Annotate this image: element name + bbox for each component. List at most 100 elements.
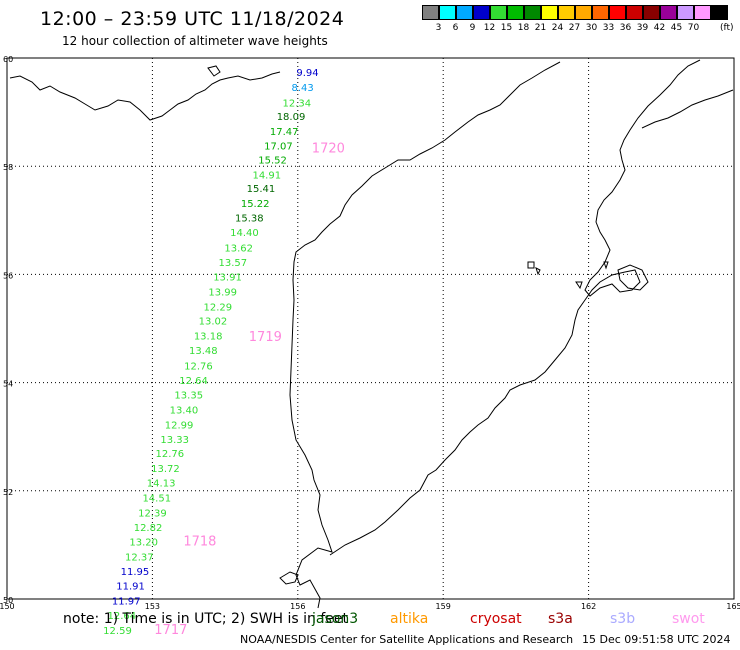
legend-swatch	[592, 5, 609, 20]
taui-island	[207, 65, 221, 77]
swh-value: 13.35	[174, 391, 203, 402]
page-subtitle: 12 hour collection of altimeter wave hei…	[62, 34, 328, 48]
satellite-cryosat: cryosat	[470, 611, 522, 627]
swh-value: 15.41	[247, 184, 276, 195]
satellite-altika: altika	[390, 611, 429, 627]
coastline	[9, 59, 734, 609]
legend-swatch	[524, 5, 541, 20]
time-mark: 1717	[154, 623, 187, 638]
swh-value: 9.94	[296, 68, 318, 79]
northern-shelf-coast	[9, 71, 281, 121]
lon-tick-label: 156	[290, 602, 305, 611]
swh-value: 13.33	[160, 435, 189, 446]
swh-value: 12.99	[165, 420, 194, 431]
satellite-s3b: s3b	[610, 611, 636, 627]
swh-value: 12.76	[156, 449, 185, 460]
swh-value: 8.43	[292, 83, 314, 94]
swh-value: 12.82	[134, 523, 163, 534]
swh-value: 12.29	[204, 302, 233, 313]
kamchatka-east-coast	[329, 59, 701, 556]
swh-value: 11.97	[112, 597, 141, 608]
legend-swatch	[626, 5, 643, 20]
legend-swatch	[575, 5, 592, 20]
map-frame	[6, 57, 735, 600]
swh-value: 15.52	[258, 156, 287, 167]
swh-value: 13.99	[208, 288, 237, 299]
swh-value: 12.34	[283, 98, 312, 109]
swh-value: 13.20	[129, 538, 158, 549]
swh-value: 13.48	[189, 346, 218, 357]
legend-swatch	[609, 5, 626, 20]
time-marks: 1720 1719 1718 1717	[154, 141, 345, 637]
islet-4	[603, 261, 609, 270]
lat-tick-label: 56	[3, 271, 13, 280]
legend-unit: (ft)	[720, 23, 734, 33]
longitude-labels: 150 153 156 159 162 165	[0, 602, 740, 611]
legend-level-label: 15	[500, 23, 513, 33]
lon-tick-label: 153	[145, 602, 160, 611]
islet-3	[575, 281, 583, 290]
satellite-jason3: jason3	[312, 611, 359, 627]
swh-value: 13.91	[213, 273, 242, 284]
lat-tick-label: 58	[3, 163, 13, 172]
legend-level-label: 45	[670, 23, 683, 33]
legend-level-label: 3	[435, 23, 442, 33]
kuril-island	[279, 571, 299, 585]
legend-level-label: 6	[452, 23, 459, 33]
lon-tick-label: 165	[726, 602, 740, 611]
legend-swatch	[456, 5, 473, 20]
swh-value: 15.22	[241, 199, 270, 210]
swh-value: 14.51	[142, 493, 171, 504]
swh-value: 12.39	[138, 508, 167, 519]
swh-value: 12.64	[108, 611, 137, 622]
legend-level-label: 24	[551, 23, 564, 33]
swh-value: 13.18	[194, 332, 223, 343]
lat-tick-label: 54	[3, 380, 13, 389]
swh-value: 11.95	[121, 567, 150, 578]
legend-swatch	[694, 5, 711, 20]
swh-value: 11.91	[116, 581, 145, 592]
swh-value: 13.72	[151, 464, 180, 475]
legend-level-label: 70	[687, 23, 700, 33]
swh-value: 12.37	[125, 552, 154, 563]
page-title: 12:00 – 23:59 UTC 11/18/2024	[40, 8, 345, 30]
legend-level-label: 39	[636, 23, 649, 33]
altimeter-track: 9.94 8.43 12.34 18.09 17.47 17.07 15.52 14.91 15…	[103, 68, 318, 637]
swh-value: 13.62	[224, 243, 253, 254]
swh-value: 13.02	[199, 316, 228, 327]
legend-level-label: 33	[602, 23, 615, 33]
swh-value: 14.40	[230, 228, 259, 239]
legend-swatch	[558, 5, 575, 20]
karaginsky-island	[617, 264, 649, 291]
swh-value: 14.13	[147, 479, 176, 490]
legend-swatch	[507, 5, 524, 20]
legend-level-label: 9	[469, 23, 476, 33]
legend-swatch	[473, 5, 490, 20]
legend-swatch	[422, 5, 439, 20]
legend-level-label: 12	[483, 23, 496, 33]
credit-line: NOAA/NESDIS Center for Satellite Applica…	[240, 633, 574, 646]
satellite-swot: swot	[672, 611, 705, 627]
lon-tick-label: 159	[436, 602, 451, 611]
swh-value: 17.47	[270, 127, 299, 138]
lat-tick-label: 60	[3, 55, 13, 64]
legend-swatch	[643, 5, 660, 20]
koryak-coast	[641, 89, 734, 129]
lon-tick-label: 162	[581, 602, 596, 611]
legend-level-label: 21	[534, 23, 547, 33]
islet-1	[527, 261, 535, 269]
latitude-labels: 60 58 56 54 52 50	[3, 55, 13, 605]
legend-level-label: 36	[619, 23, 632, 33]
legend-swatch	[660, 5, 677, 20]
lon-tick-label: 150	[0, 602, 15, 611]
swh-value: 12.59	[103, 626, 132, 637]
footer-note: note: 1) Time is in UTC; 2) SWH is in fe…	[63, 611, 349, 627]
time-mark: 1720	[312, 141, 345, 156]
legend-swatch	[490, 5, 507, 20]
lat-tick-label: 52	[3, 488, 13, 497]
satellite-legend: jason3 altika cryosat s3a s3b swot	[0, 611, 740, 631]
swh-value: 14.91	[252, 170, 281, 181]
legend-level-label: 27	[568, 23, 581, 33]
time-mark: 1718	[183, 535, 216, 550]
swh-value: 17.07	[264, 142, 293, 153]
